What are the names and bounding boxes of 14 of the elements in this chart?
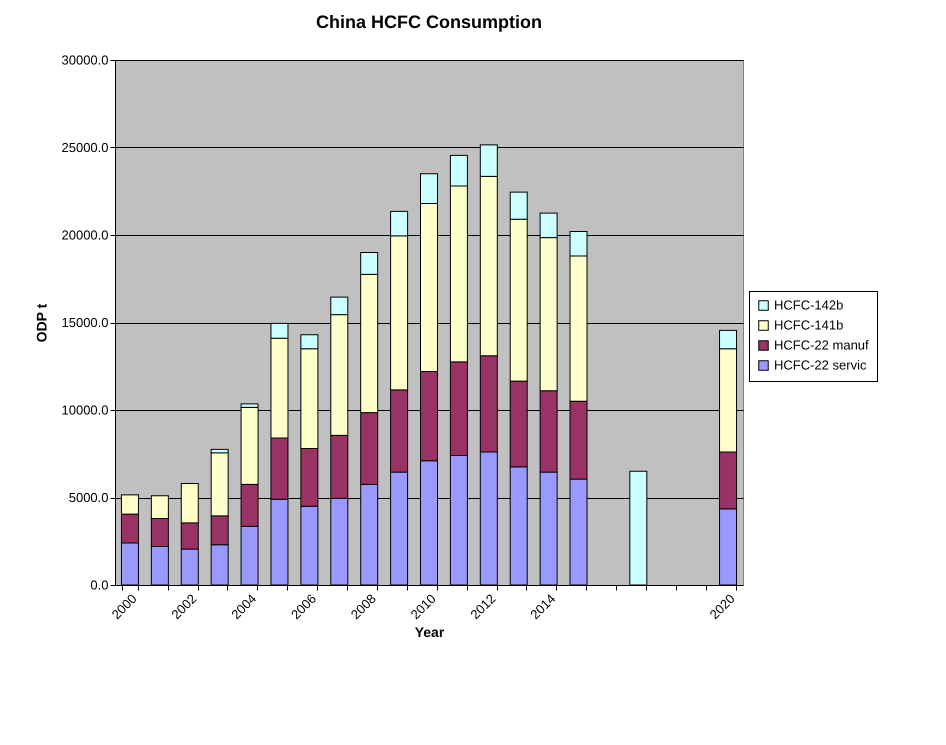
legend-label: HCFC-22 servic xyxy=(774,358,867,372)
y-tick-label: 30000.0 xyxy=(62,52,108,68)
x-axis-title: Year xyxy=(414,624,445,640)
y-tick-label: 25000.0 xyxy=(62,140,108,155)
legend-label: HCFC-142b xyxy=(774,298,844,312)
legend-label: HCFC-141b xyxy=(774,318,844,332)
y-tick-label: 20000.0 xyxy=(62,228,108,242)
legend-label: HCFC-22 manuf xyxy=(774,338,870,352)
y-tick-label: 15000.0 xyxy=(62,315,108,330)
chart-title: China HCFC Consumption xyxy=(316,12,542,32)
y-axis-title: ODP t xyxy=(34,303,50,342)
y-tick-label: 0.0 xyxy=(90,578,108,592)
y-tick-label: 5000.0 xyxy=(68,490,108,505)
y-tick-label: 10000.0 xyxy=(62,402,108,418)
